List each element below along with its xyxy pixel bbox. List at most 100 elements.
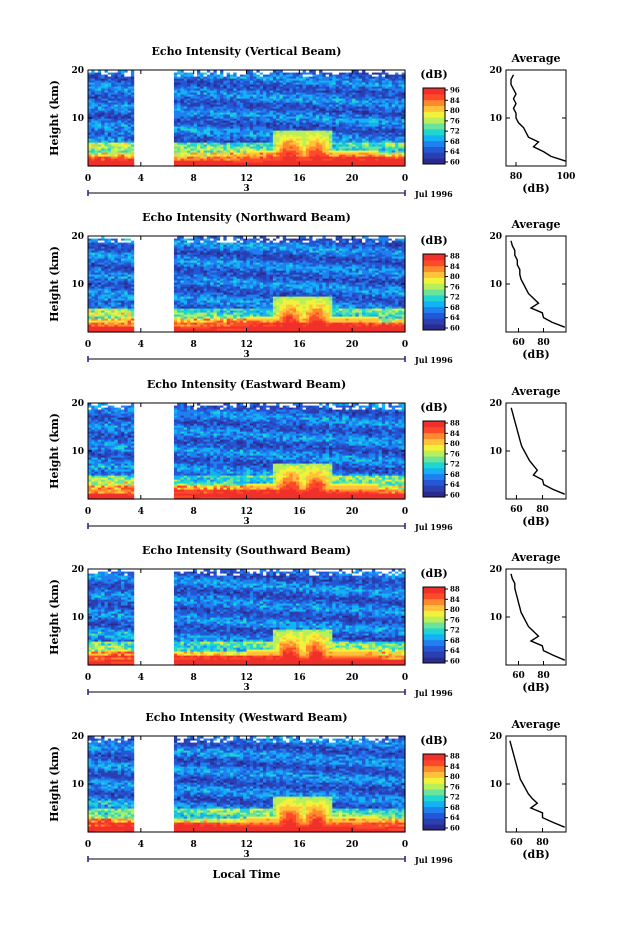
heatmap-cell	[319, 116, 324, 119]
heatmap-cell	[395, 112, 399, 115]
heatmap-cell	[117, 122, 122, 125]
heatmap-cell	[352, 86, 357, 89]
heatmap-cell	[200, 130, 205, 133]
heatmap-cell	[196, 132, 201, 135]
heatmap-cell	[193, 100, 198, 103]
heatmap-cell	[213, 80, 218, 83]
heatmap-cell	[358, 102, 363, 105]
heatmap-cell	[124, 108, 129, 111]
heatmap-cell	[259, 118, 264, 121]
heatmap-cell	[395, 130, 399, 133]
heatmap-cell	[259, 110, 264, 113]
heatmap-cell	[107, 134, 112, 137]
heatmap-cell	[130, 102, 135, 105]
heatmap-cell	[338, 164, 343, 167]
heatmap-cell	[305, 76, 310, 79]
heatmap-cell	[368, 100, 373, 103]
heatmap-cell	[371, 132, 376, 135]
heatmap-cell	[236, 156, 241, 159]
heatmap-cell	[177, 100, 182, 103]
heatmap-cell	[117, 130, 122, 133]
heatmap-cell	[233, 88, 238, 91]
heatmap-cell	[239, 160, 244, 163]
heatmap-cell	[233, 94, 238, 97]
heatmap-cell	[391, 122, 396, 125]
heatmap-cell	[282, 98, 287, 101]
heatmap-cell	[253, 128, 257, 131]
heatmap-cell	[114, 104, 119, 107]
heatmap-cell	[348, 134, 353, 137]
heatmap-cell	[335, 86, 340, 89]
heatmap-cell	[206, 116, 211, 119]
heatmap-cell	[368, 86, 373, 89]
heatmap-cell	[243, 116, 248, 119]
heatmap-cell	[296, 88, 300, 91]
heatmap-cell	[352, 118, 357, 121]
heatmap-cell	[381, 126, 386, 129]
heatmap-cell	[101, 122, 106, 125]
heatmap-cell	[299, 114, 304, 117]
heatmap-cell	[299, 164, 304, 167]
heatmap-cell	[206, 74, 211, 77]
heatmap-cell	[114, 116, 119, 119]
heatmap-cell	[101, 116, 106, 119]
heatmap-cell	[355, 106, 360, 109]
heatmap-cell	[196, 162, 201, 165]
heatmap-cell	[101, 144, 106, 147]
heatmap-cell	[104, 124, 109, 127]
heatmap-cell	[338, 158, 343, 161]
heatmap-cell	[282, 106, 287, 109]
heatmap-cell	[395, 120, 399, 123]
heatmap-cell	[180, 112, 185, 115]
heatmap-cell	[325, 90, 330, 93]
heatmap-cell	[401, 110, 406, 113]
heatmap-cell	[368, 110, 373, 113]
heatmap-cell	[286, 82, 291, 85]
heatmap-cell	[200, 146, 205, 149]
heatmap-cell	[206, 134, 211, 137]
heatmap-cell	[368, 156, 373, 159]
heatmap-cell	[223, 76, 228, 79]
heatmap-cell	[127, 92, 132, 95]
heatmap-cell	[101, 114, 106, 117]
heatmap-cell	[266, 76, 271, 79]
heatmap-cell	[329, 106, 333, 109]
heatmap-cell	[322, 162, 327, 165]
heatmap-cell	[368, 162, 373, 165]
heatmap-cell	[177, 148, 182, 151]
heatmap-cell	[107, 90, 112, 93]
heatmap-cell	[200, 86, 205, 89]
heatmap-cell	[362, 156, 366, 159]
heatmap-cell	[348, 86, 353, 89]
heatmap-cell	[398, 154, 403, 157]
heatmap-cell	[302, 86, 307, 89]
heatmap-cell	[279, 106, 284, 109]
heatmap-cell	[249, 74, 254, 77]
heatmap-cell	[338, 92, 343, 95]
heatmap-cell	[348, 122, 353, 125]
heatmap-cell	[190, 150, 195, 153]
heatmap-cell	[239, 126, 244, 129]
heatmap-cell	[296, 102, 300, 105]
heatmap-cell	[309, 106, 314, 109]
heatmap-cell	[210, 138, 215, 141]
heatmap-cell	[233, 82, 238, 85]
heatmap-cell	[243, 96, 248, 99]
heatmap-cell	[365, 124, 370, 127]
heatmap-cell	[233, 134, 238, 137]
heatmap-cell	[348, 74, 353, 77]
heatmap-cell	[352, 134, 357, 137]
heatmap-cell	[398, 98, 403, 101]
heatmap-cell	[203, 82, 208, 85]
heatmap-cell	[203, 96, 208, 99]
heatmap-cell	[121, 110, 125, 113]
heatmap-cell	[338, 144, 343, 147]
heatmap-cell	[338, 80, 343, 83]
heatmap-cell	[233, 152, 238, 155]
heatmap-cell	[362, 82, 366, 85]
heatmap-cell	[239, 156, 244, 159]
heatmap-cell	[243, 112, 248, 115]
heatmap-cell	[266, 150, 271, 153]
heatmap-cell	[286, 144, 291, 147]
heatmap-cell	[127, 88, 132, 91]
